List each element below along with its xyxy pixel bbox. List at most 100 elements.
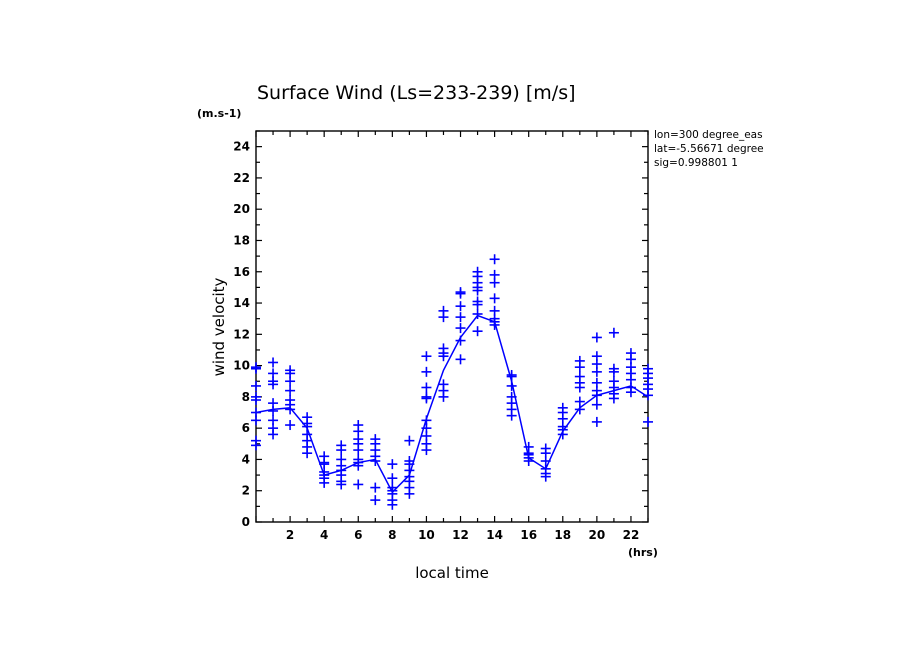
- data-point-marker: [608, 393, 619, 404]
- data-point-marker: [506, 410, 517, 421]
- data-point-marker: [489, 277, 500, 288]
- data-point-marker: [455, 323, 466, 334]
- info-sig: sig=0.998801 1: [654, 157, 738, 169]
- y-tick-label: 10: [233, 359, 250, 373]
- data-point-marker: [268, 379, 279, 390]
- y-tick-label: 18: [233, 233, 250, 247]
- data-point-marker: [438, 351, 449, 362]
- data-point-marker: [625, 387, 636, 398]
- data-point-marker: [251, 380, 261, 391]
- data-point-marker: [608, 366, 619, 377]
- x-tick-label: 4: [320, 528, 328, 542]
- y-tick-label: 8: [242, 390, 250, 404]
- data-point-marker: [574, 362, 585, 373]
- data-point-marker: [251, 440, 261, 451]
- data-point-marker: [285, 404, 296, 415]
- info-lon: lon=300 degree_eas: [654, 129, 763, 141]
- y-tick-label: 0: [242, 515, 250, 529]
- data-point-marker: [421, 445, 432, 456]
- data-point-marker: [438, 312, 449, 323]
- data-point-marker: [353, 445, 364, 456]
- data-point-marker: [387, 459, 398, 470]
- data-point-marker: [455, 288, 466, 299]
- x-tick-label: 22: [623, 528, 640, 542]
- x-tick-label: 8: [388, 528, 396, 542]
- data-point-marker: [608, 327, 619, 338]
- data-point-marker: [472, 308, 483, 319]
- data-point-marker: [506, 380, 517, 391]
- data-point-marker: [336, 445, 347, 456]
- data-point-marker: [574, 404, 585, 415]
- data-point-marker: [643, 416, 653, 427]
- data-point-marker: [506, 371, 517, 382]
- data-point-marker: [268, 357, 279, 368]
- data-point-marker: [302, 448, 313, 459]
- data-point-marker: [455, 312, 466, 323]
- x-tick-label: 14: [486, 528, 503, 542]
- y-tick-label: 24: [233, 140, 250, 154]
- data-point-marker: [370, 456, 381, 467]
- x-tick-label: 10: [418, 528, 435, 542]
- data-point-marker: [472, 299, 483, 310]
- y-tick-label: 20: [233, 202, 250, 216]
- data-point-marker: [438, 391, 449, 402]
- data-point-marker: [285, 376, 296, 387]
- x-tick-label: 18: [554, 528, 571, 542]
- data-point-marker: [421, 393, 432, 404]
- data-point-marker: [591, 390, 602, 401]
- chart-title: Surface Wind (Ls=233-239) [m/s]: [257, 82, 576, 104]
- data-point-marker: [387, 473, 398, 484]
- data-point-marker: [387, 499, 398, 510]
- data-point-marker: [251, 363, 261, 374]
- data-point-marker: [404, 435, 415, 446]
- y-tick-label: 6: [242, 421, 250, 435]
- data-point-marker: [421, 351, 432, 362]
- plot-frame: [255, 130, 649, 523]
- data-point-marker: [489, 293, 500, 304]
- y-tick-label: 16: [233, 265, 250, 279]
- data-point-marker: [574, 382, 585, 393]
- data-point-marker: [251, 395, 261, 406]
- data-point-marker: [353, 460, 364, 471]
- data-point-marker: [268, 429, 279, 440]
- x-tick-label: 20: [589, 528, 606, 542]
- data-point-marker: [268, 405, 279, 416]
- y-tick-label: 22: [233, 171, 250, 185]
- data-point-marker: [285, 385, 296, 396]
- data-point-marker: [370, 482, 381, 493]
- data-point-marker: [285, 420, 296, 431]
- x-tick-label: 2: [286, 528, 294, 542]
- data-point-marker: [489, 319, 500, 330]
- y-unit-label: (m.s-1): [197, 107, 241, 120]
- data-point-marker: [540, 471, 551, 482]
- data-point-marker: [591, 399, 602, 410]
- info-lat: lat=-5.56671 degree: [654, 143, 764, 155]
- right-crop-mask: [779, 124, 904, 176]
- data-point-marker: [472, 285, 483, 296]
- data-point-marker: [421, 366, 432, 377]
- data-point-marker: [353, 479, 364, 490]
- x-tick-label: 6: [354, 528, 362, 542]
- data-point-marker: [472, 326, 483, 337]
- data-point-marker: [591, 416, 602, 427]
- data-point-marker: [455, 354, 466, 365]
- data-point-marker: [421, 382, 432, 393]
- data-point-marker: [455, 335, 466, 346]
- data-point-marker: [523, 456, 534, 467]
- data-point-marker: [370, 495, 381, 506]
- y-tick-label: 4: [242, 452, 250, 466]
- y-tick-label: 14: [233, 296, 250, 310]
- data-point-marker: [336, 479, 347, 490]
- data-point-marker: [643, 390, 653, 401]
- data-point-marker: [557, 429, 568, 440]
- scatter-markers: [251, 254, 653, 510]
- series-line: [255, 314, 649, 494]
- info-block: lon=300 degree_eas lat=-5.56671 degree s…: [654, 129, 764, 169]
- y-axis-label: wind velocity: [210, 277, 228, 376]
- data-point-marker: [455, 301, 466, 312]
- data-point-marker: [489, 254, 500, 265]
- x-tick-label: 12: [452, 528, 469, 542]
